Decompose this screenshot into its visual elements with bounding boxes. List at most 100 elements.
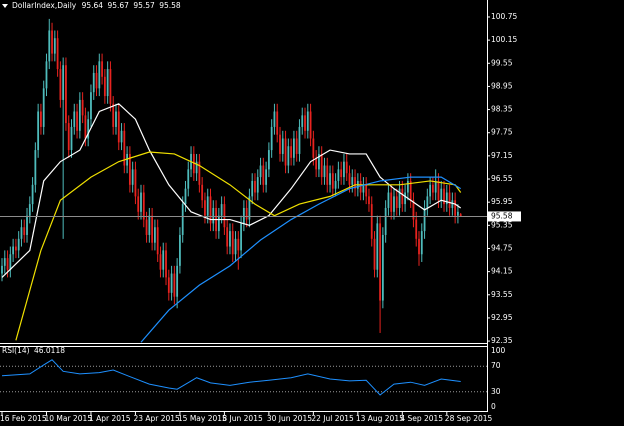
candle-body <box>40 111 42 127</box>
candle-body <box>329 173 331 185</box>
y-tick-label: 92.35 <box>491 336 513 345</box>
candle-body <box>184 188 187 205</box>
candle-body <box>256 177 259 193</box>
candle-body <box>448 192 451 208</box>
menu-triangle[interactable] <box>2 4 8 8</box>
candle-body <box>73 111 76 127</box>
candle-body <box>309 111 312 139</box>
candle-body <box>412 200 415 220</box>
candle-body <box>159 254 162 270</box>
candle-body <box>365 184 368 197</box>
x-tick-label: 10 Mar 2015 <box>44 414 92 423</box>
candle-body <box>70 126 73 151</box>
candle-body <box>115 111 117 127</box>
candle-body <box>103 76 106 97</box>
candle-body <box>351 177 354 185</box>
candle-body <box>315 157 318 170</box>
candle-body <box>348 173 351 185</box>
candle-body <box>267 150 270 170</box>
indicator-tick-label: 30 <box>491 387 501 396</box>
candle-body <box>245 207 248 220</box>
candle-body <box>376 223 379 270</box>
candle-body <box>78 99 81 131</box>
candle-body <box>251 180 254 197</box>
candle-body <box>259 165 262 178</box>
x-tick-label: 15 May 2015 <box>178 414 227 423</box>
candle-body <box>368 196 370 205</box>
candle-body <box>120 130 123 143</box>
candle-body <box>142 192 145 220</box>
candle-body <box>51 30 53 54</box>
candle-body <box>179 234 181 266</box>
y-tick-label: 94.75 <box>491 243 513 252</box>
candle-body <box>395 196 398 208</box>
x-tick-label: 1 Apr 2015 <box>89 414 131 423</box>
candle-body <box>229 231 231 247</box>
y-tick-label: 93.55 <box>491 290 513 299</box>
candle-body <box>112 103 115 127</box>
candle-body <box>15 246 17 251</box>
candle-body <box>293 138 295 158</box>
candle-body <box>17 238 20 251</box>
candle-body <box>298 126 301 154</box>
y-tick-label: 99.55 <box>491 58 513 67</box>
candle-body <box>354 177 356 189</box>
candle-body <box>343 161 345 178</box>
candle-body <box>173 273 176 297</box>
candle-body <box>109 69 112 104</box>
candle-body <box>84 115 87 139</box>
candle-body <box>306 111 309 131</box>
candle-body <box>340 169 343 178</box>
candle-body <box>6 258 9 270</box>
candle-body <box>140 192 142 212</box>
candle-body <box>334 180 337 189</box>
candle-body <box>151 215 154 243</box>
candle-body <box>165 250 167 278</box>
candle-body <box>312 138 315 158</box>
candle-body <box>206 196 209 216</box>
y-tick-label: 96.55 <box>491 174 513 183</box>
x-tick-label: 8 Jun 2015 <box>222 414 263 423</box>
candle-body <box>290 146 293 158</box>
candle-body <box>337 169 340 181</box>
candle-body <box>362 184 365 193</box>
indicator-tick-label: 70 <box>491 361 501 370</box>
y-tick-label: 97.15 <box>491 151 513 160</box>
candle-body <box>457 211 459 216</box>
candle-body <box>359 180 362 193</box>
candle-body <box>217 215 220 232</box>
candle-body <box>20 227 23 239</box>
y-tick-label: 100.15 <box>491 35 517 44</box>
candle-body <box>373 238 376 270</box>
candle-body <box>62 65 65 100</box>
y-tick-label: 97.75 <box>491 128 513 137</box>
candle-body <box>423 207 426 232</box>
candle-body <box>320 153 323 178</box>
moving-average-line <box>1 103 462 278</box>
candle-body <box>37 111 40 151</box>
candle-body <box>420 231 423 255</box>
candle-body <box>148 215 151 235</box>
x-tick-label: 13 Aug 2015 <box>356 414 404 423</box>
candle-body <box>101 61 103 77</box>
candle-body <box>279 134 281 154</box>
candle-body <box>181 204 184 235</box>
candle-body <box>409 180 412 201</box>
candle-body <box>31 184 34 205</box>
candle-body <box>48 30 51 62</box>
candle-body <box>381 234 384 301</box>
moving-average-line <box>140 176 462 343</box>
candle-body <box>237 238 240 251</box>
candle-body <box>137 196 140 212</box>
candle-body <box>415 219 418 239</box>
candle-body <box>345 161 348 174</box>
candle-body <box>270 126 273 151</box>
candle-body <box>170 273 173 293</box>
indicator-value: 46.0118 <box>34 346 65 355</box>
header-high: 95.67 <box>107 1 129 10</box>
candle-body <box>106 69 109 97</box>
rsi-line <box>1 359 461 396</box>
candle-body <box>393 196 395 212</box>
candle-body <box>187 169 190 189</box>
candle-body <box>401 188 404 205</box>
